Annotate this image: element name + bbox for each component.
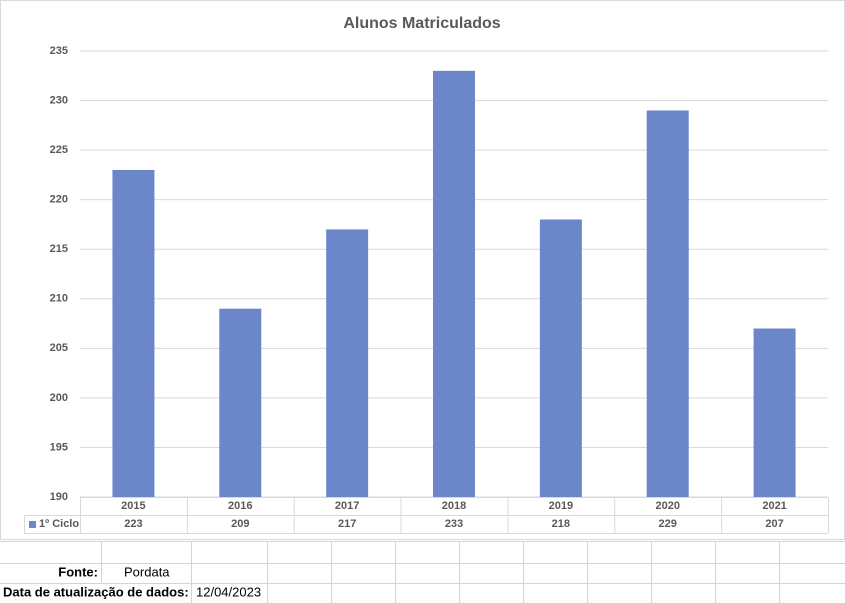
plot: 190 195 200 205 210 215 220 225 230 235 1º Ciclo 20…: [24, 45, 829, 534]
bar: [753, 328, 796, 497]
source: Pordata: [124, 564, 170, 579]
y-tick-label: 215: [50, 243, 68, 255]
bar: [539, 219, 582, 497]
y-tick-label: 220: [50, 194, 68, 206]
bar: [326, 229, 369, 497]
x-tick-label: 2016: [228, 500, 252, 512]
x-tick-label: 2019: [549, 500, 573, 512]
y-tick-label: 205: [50, 342, 68, 354]
legend-key: [29, 521, 36, 528]
date-label: Data de atualização de dados:: [3, 584, 189, 599]
x-tick-label: 2015: [121, 500, 145, 512]
date: 12/04/2023: [196, 584, 261, 599]
bar: [112, 169, 155, 497]
x-tick-label: 2018: [442, 500, 466, 512]
y-tick-label: 235: [50, 45, 68, 57]
bar: [646, 110, 689, 497]
table-value: 218: [552, 518, 570, 530]
table-value: 207: [765, 518, 783, 530]
table-value: 229: [659, 518, 677, 530]
table-value: 217: [338, 518, 356, 530]
source-label: Fonte:: [58, 564, 98, 579]
y-tick-label: 200: [50, 392, 68, 404]
x-tick-label: 2021: [762, 500, 786, 512]
x-tick-label: 2020: [655, 500, 679, 512]
y-tick-label: 190: [50, 491, 68, 503]
y-tick-label: 225: [50, 144, 68, 156]
table-value: 209: [231, 518, 249, 530]
y-tick-label: 210: [50, 293, 68, 305]
y-tick-label: 195: [50, 441, 68, 453]
bar: [219, 308, 262, 497]
legend-label: 1º Ciclo: [39, 518, 79, 530]
x-tick-label: 2017: [335, 500, 359, 512]
chart-title: Alunos Matriculados: [343, 15, 500, 32]
y-tick-label: 230: [50, 94, 68, 106]
table-value: 223: [124, 518, 142, 530]
table-value: 233: [445, 518, 463, 530]
bar: [433, 70, 475, 498]
